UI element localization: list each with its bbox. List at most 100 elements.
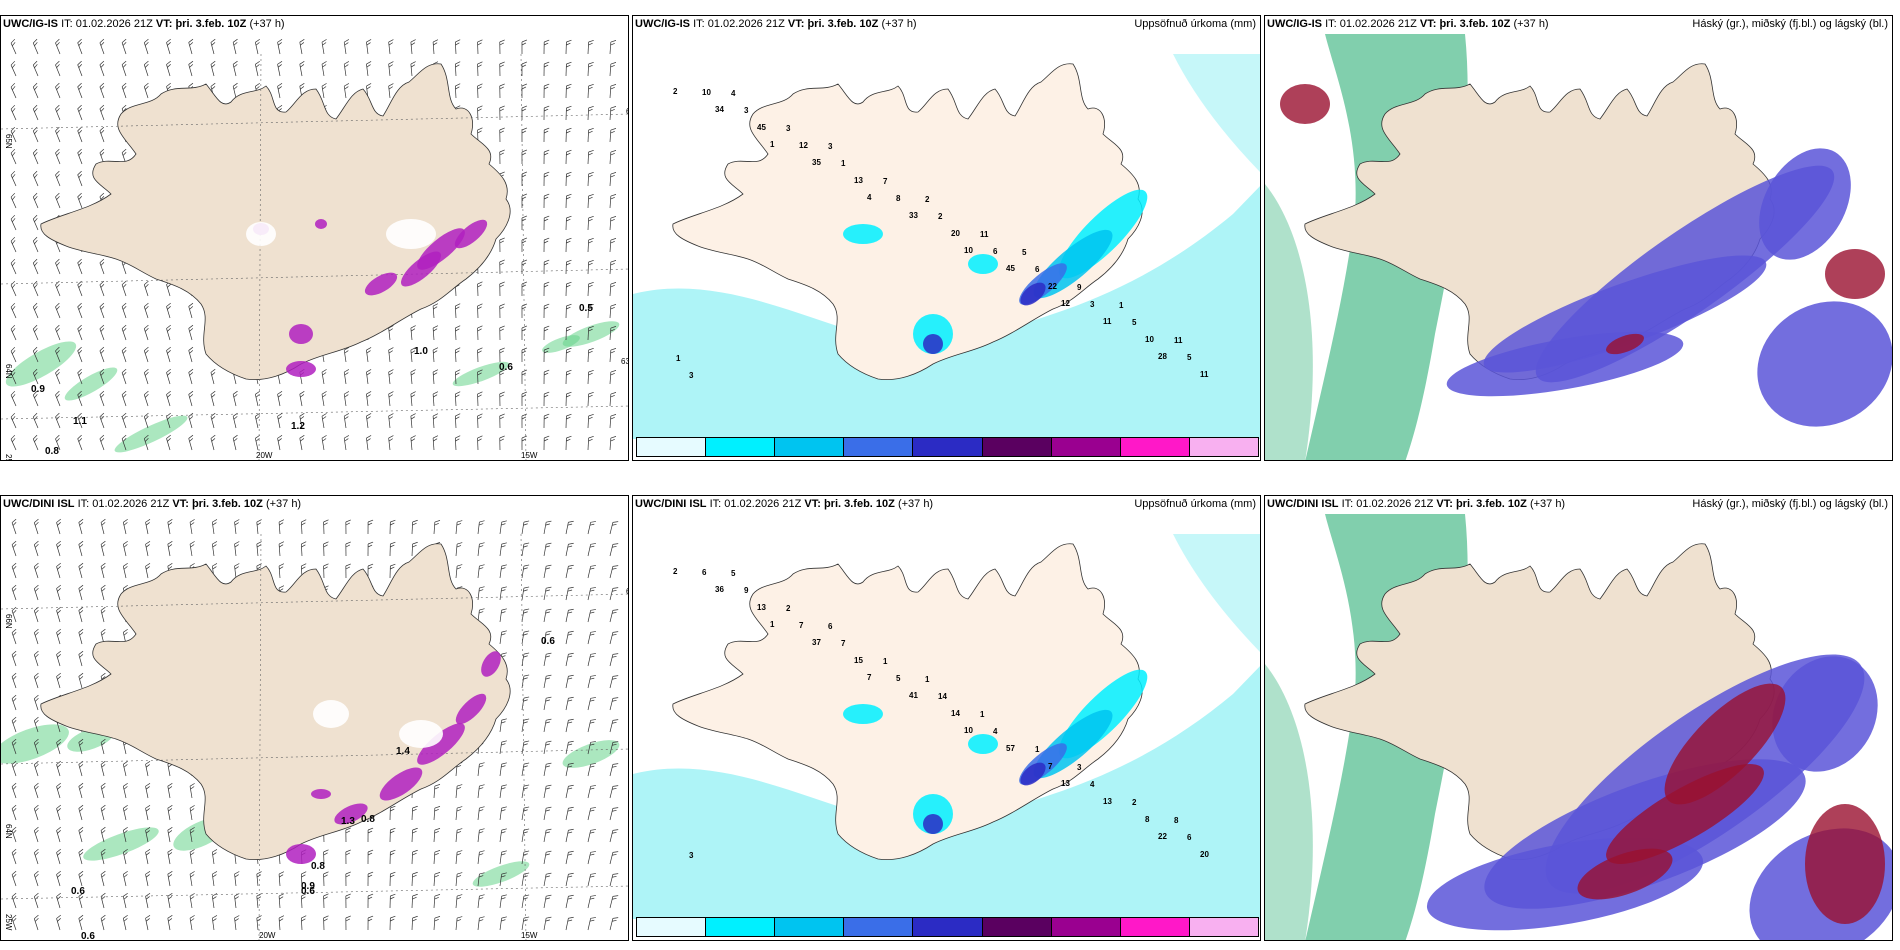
wind-barb <box>77 302 83 319</box>
wind-barb <box>255 390 260 407</box>
wind-barb <box>609 260 617 275</box>
wind-barb <box>410 325 416 341</box>
wind-barb <box>33 628 39 645</box>
wind-barb <box>11 716 17 733</box>
wind-barb <box>565 718 574 733</box>
wind-barb <box>10 390 17 407</box>
wind-barb <box>56 804 61 821</box>
wind-barb <box>455 916 463 931</box>
snow-area <box>481 651 501 677</box>
wind-barb <box>565 61 572 77</box>
wind-barb <box>121 434 127 451</box>
wind-barb <box>543 127 550 143</box>
colorbar-segment: 1 <box>637 438 707 456</box>
precip-area <box>1173 54 1260 172</box>
wind-barb <box>232 390 238 407</box>
wind-barb <box>477 542 485 557</box>
low-cloud <box>1280 84 1330 124</box>
map-content <box>1265 514 1892 940</box>
wind-barb <box>609 436 617 451</box>
precip-value-label: 45 <box>1006 264 1015 273</box>
wind-barb <box>587 565 597 579</box>
wind-barb <box>411 871 418 887</box>
wind-barb <box>587 543 597 557</box>
wind-barb <box>211 519 218 535</box>
wind-barb <box>388 325 394 341</box>
wind-barb <box>77 258 83 275</box>
precip-value-label: 8 <box>1145 815 1150 824</box>
colorbar-tick-label: 50 <box>843 940 853 941</box>
precip-value-label: 11 <box>1103 317 1112 326</box>
precip-area <box>1020 282 1046 306</box>
wind-barb <box>521 564 530 579</box>
wind-barb <box>121 390 127 407</box>
precip-value-label: 41 <box>909 691 918 700</box>
wind-barb <box>32 412 39 429</box>
precip-value-label: 3 <box>828 142 833 151</box>
colorbar-tick-label: 1 <box>636 940 641 941</box>
wind-barb <box>587 413 594 429</box>
precip-value-label: 11 <box>1200 370 1209 379</box>
wind-barb <box>210 390 216 407</box>
wind-barb <box>521 259 528 275</box>
wind-speed-label: 1.1 <box>73 416 87 427</box>
wind-barb <box>432 39 439 55</box>
wind-barb <box>609 414 617 429</box>
wind-barb <box>499 872 507 887</box>
wind-barb <box>499 784 507 799</box>
wind-speed-label: 1.2 <box>291 421 305 432</box>
wind-barb <box>100 848 106 865</box>
precip-area <box>968 254 998 274</box>
wind-barb <box>143 346 149 363</box>
precip-value-label: 33 <box>909 211 918 220</box>
wind-barb <box>609 150 617 165</box>
wind-barb <box>432 325 439 341</box>
wind-barb <box>543 105 550 121</box>
snow-area <box>400 251 442 287</box>
wind-barb <box>211 871 218 887</box>
colorbar-tick-label: 1 <box>636 460 641 461</box>
coord-label: 63N <box>621 357 629 366</box>
wind-barb <box>100 738 106 755</box>
precip-value-label: 4 <box>1090 780 1095 789</box>
wind-barb <box>609 653 619 667</box>
wind-barb <box>166 60 171 77</box>
wind-barb <box>77 148 83 165</box>
wind-barb <box>122 804 128 821</box>
wind-speed-label: 0.6 <box>301 886 315 897</box>
wind-barb <box>565 828 574 843</box>
wind-barb <box>32 38 39 55</box>
wind-barb <box>189 827 195 843</box>
wind-barb <box>143 302 149 319</box>
wind-barb <box>389 563 396 579</box>
colorbar-segment: 10 <box>706 918 776 936</box>
precip-area <box>633 666 1260 919</box>
wind-barb <box>587 303 594 319</box>
wind-barb <box>33 848 39 865</box>
precip-value-label: 34 <box>715 105 724 114</box>
wind-speed-label: 0.6 <box>71 886 85 897</box>
wind-barb <box>587 435 594 451</box>
wind-barb <box>388 413 394 429</box>
wind-barb <box>389 849 396 865</box>
wind-barb <box>167 871 173 887</box>
precip-area <box>1173 534 1260 652</box>
wind-speed-label: 0.9 <box>301 881 315 892</box>
wind-barb <box>78 826 84 843</box>
panel-header: UWC/IG-IS IT: 01.02.2026 21Z VT: þri. 3.… <box>635 18 917 30</box>
panel-header: UWC/IG-IS IT: 01.02.2026 21Z VT: þri. 3.… <box>1267 18 1549 30</box>
wind-barb <box>587 697 597 711</box>
wind-barb <box>33 914 39 931</box>
wind-barb <box>454 325 461 341</box>
wind-speed-label: 0.8 <box>45 446 59 457</box>
wind-barb <box>33 672 39 689</box>
wind-barb <box>543 894 552 909</box>
wind-speed-label: 0.6 <box>541 636 555 647</box>
wind-barb <box>565 784 574 799</box>
iceland-land <box>40 63 511 381</box>
wind-barb <box>78 584 84 601</box>
wind-barb <box>100 804 106 821</box>
wind-barb <box>565 325 572 341</box>
wind-barb <box>543 259 550 275</box>
wind-barb <box>543 652 552 667</box>
